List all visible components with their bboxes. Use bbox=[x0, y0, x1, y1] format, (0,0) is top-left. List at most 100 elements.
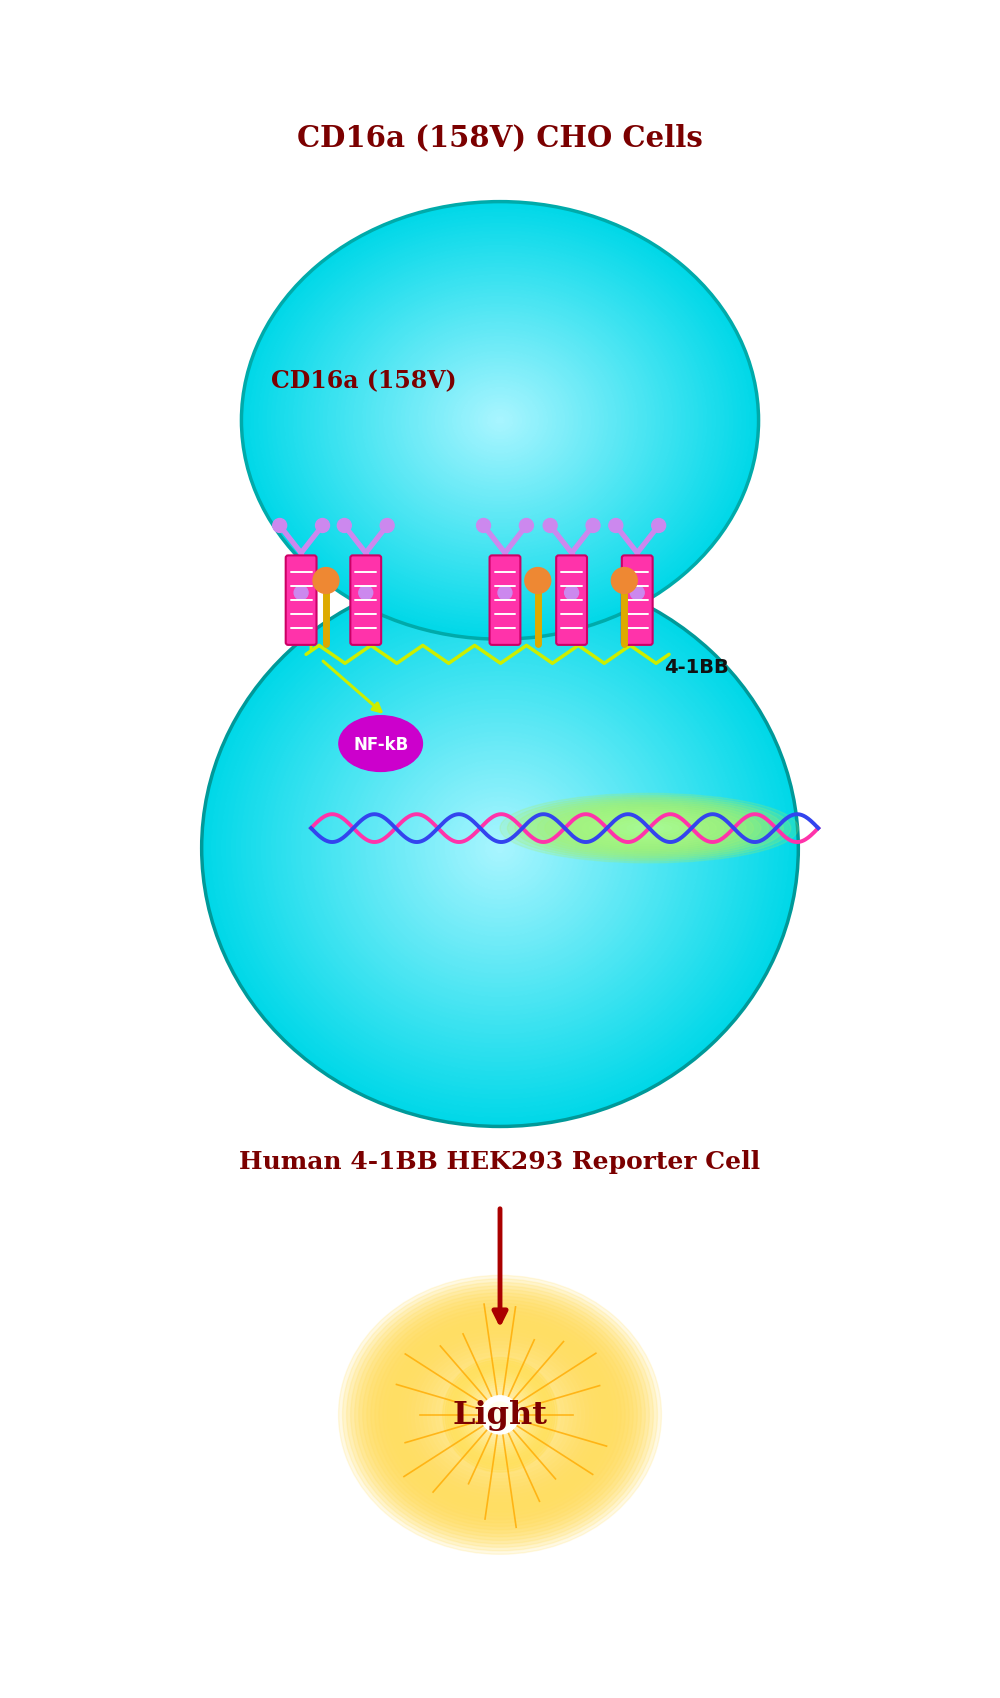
Ellipse shape bbox=[444, 374, 556, 469]
Ellipse shape bbox=[367, 1301, 633, 1530]
Ellipse shape bbox=[395, 1324, 605, 1506]
Ellipse shape bbox=[391, 1321, 609, 1510]
Ellipse shape bbox=[461, 1375, 539, 1453]
Ellipse shape bbox=[456, 1372, 544, 1459]
Ellipse shape bbox=[347, 1282, 653, 1547]
Ellipse shape bbox=[383, 1314, 617, 1516]
Ellipse shape bbox=[232, 598, 769, 1099]
Ellipse shape bbox=[399, 1328, 601, 1503]
Ellipse shape bbox=[545, 805, 754, 852]
Circle shape bbox=[611, 569, 637, 594]
Ellipse shape bbox=[349, 294, 651, 548]
Ellipse shape bbox=[301, 662, 699, 1034]
Ellipse shape bbox=[361, 718, 639, 978]
Circle shape bbox=[565, 586, 579, 601]
Ellipse shape bbox=[217, 584, 783, 1112]
Ellipse shape bbox=[500, 795, 798, 863]
Ellipse shape bbox=[463, 1379, 537, 1452]
Ellipse shape bbox=[289, 243, 711, 599]
Ellipse shape bbox=[202, 571, 798, 1127]
Ellipse shape bbox=[466, 392, 534, 450]
Ellipse shape bbox=[267, 224, 733, 618]
Ellipse shape bbox=[280, 236, 720, 606]
Ellipse shape bbox=[343, 1279, 657, 1550]
Ellipse shape bbox=[355, 1289, 645, 1540]
Ellipse shape bbox=[391, 747, 609, 951]
Ellipse shape bbox=[254, 214, 746, 628]
Ellipse shape bbox=[336, 282, 664, 560]
Ellipse shape bbox=[484, 1401, 516, 1430]
Ellipse shape bbox=[450, 801, 550, 895]
Ellipse shape bbox=[371, 312, 629, 530]
Ellipse shape bbox=[406, 761, 594, 937]
Ellipse shape bbox=[259, 217, 741, 625]
Ellipse shape bbox=[310, 261, 690, 581]
Ellipse shape bbox=[375, 1307, 625, 1523]
Circle shape bbox=[498, 586, 512, 601]
Ellipse shape bbox=[420, 774, 580, 922]
Ellipse shape bbox=[430, 783, 570, 914]
Ellipse shape bbox=[326, 686, 674, 1010]
Ellipse shape bbox=[356, 713, 644, 983]
FancyBboxPatch shape bbox=[286, 555, 317, 645]
Ellipse shape bbox=[460, 812, 540, 886]
Ellipse shape bbox=[306, 667, 694, 1029]
Ellipse shape bbox=[491, 414, 509, 428]
Circle shape bbox=[313, 569, 339, 594]
Ellipse shape bbox=[415, 769, 585, 927]
FancyBboxPatch shape bbox=[350, 555, 381, 645]
Ellipse shape bbox=[256, 621, 744, 1077]
Ellipse shape bbox=[487, 411, 513, 431]
Ellipse shape bbox=[475, 1391, 525, 1440]
Ellipse shape bbox=[465, 817, 535, 881]
Ellipse shape bbox=[363, 1297, 637, 1533]
Ellipse shape bbox=[371, 728, 629, 970]
Ellipse shape bbox=[454, 1369, 546, 1460]
Ellipse shape bbox=[476, 1394, 524, 1437]
Ellipse shape bbox=[483, 406, 517, 436]
Circle shape bbox=[337, 520, 351, 533]
Ellipse shape bbox=[627, 824, 672, 834]
Ellipse shape bbox=[493, 1408, 507, 1421]
Ellipse shape bbox=[339, 1275, 661, 1554]
Ellipse shape bbox=[227, 593, 773, 1104]
Ellipse shape bbox=[460, 1380, 540, 1450]
Ellipse shape bbox=[450, 1365, 550, 1465]
Ellipse shape bbox=[401, 756, 599, 941]
Circle shape bbox=[380, 520, 394, 533]
Ellipse shape bbox=[604, 818, 694, 839]
Ellipse shape bbox=[560, 808, 739, 849]
Ellipse shape bbox=[341, 700, 659, 997]
Ellipse shape bbox=[445, 1360, 555, 1470]
Ellipse shape bbox=[456, 1377, 544, 1453]
Ellipse shape bbox=[484, 1399, 516, 1431]
Ellipse shape bbox=[418, 351, 582, 491]
Ellipse shape bbox=[246, 205, 754, 637]
Circle shape bbox=[359, 586, 373, 601]
Text: CD16a (158V) CHO Cells: CD16a (158V) CHO Cells bbox=[297, 124, 703, 153]
Circle shape bbox=[273, 520, 287, 533]
Ellipse shape bbox=[448, 377, 552, 465]
Ellipse shape bbox=[306, 256, 694, 586]
Ellipse shape bbox=[480, 830, 520, 868]
Ellipse shape bbox=[388, 326, 612, 516]
Ellipse shape bbox=[384, 323, 616, 520]
Ellipse shape bbox=[403, 1331, 597, 1499]
Circle shape bbox=[487, 1403, 513, 1428]
Ellipse shape bbox=[396, 751, 604, 946]
Ellipse shape bbox=[293, 246, 707, 596]
Ellipse shape bbox=[316, 678, 684, 1020]
Ellipse shape bbox=[495, 1411, 505, 1420]
Ellipse shape bbox=[261, 627, 739, 1071]
Ellipse shape bbox=[455, 807, 545, 890]
Ellipse shape bbox=[468, 1387, 532, 1443]
Ellipse shape bbox=[419, 1345, 581, 1484]
Ellipse shape bbox=[379, 319, 621, 523]
Ellipse shape bbox=[427, 1352, 573, 1477]
Ellipse shape bbox=[359, 1294, 641, 1537]
Ellipse shape bbox=[477, 1392, 523, 1438]
Ellipse shape bbox=[410, 345, 590, 498]
Ellipse shape bbox=[271, 635, 729, 1061]
Ellipse shape bbox=[251, 616, 749, 1080]
Ellipse shape bbox=[272, 228, 728, 615]
